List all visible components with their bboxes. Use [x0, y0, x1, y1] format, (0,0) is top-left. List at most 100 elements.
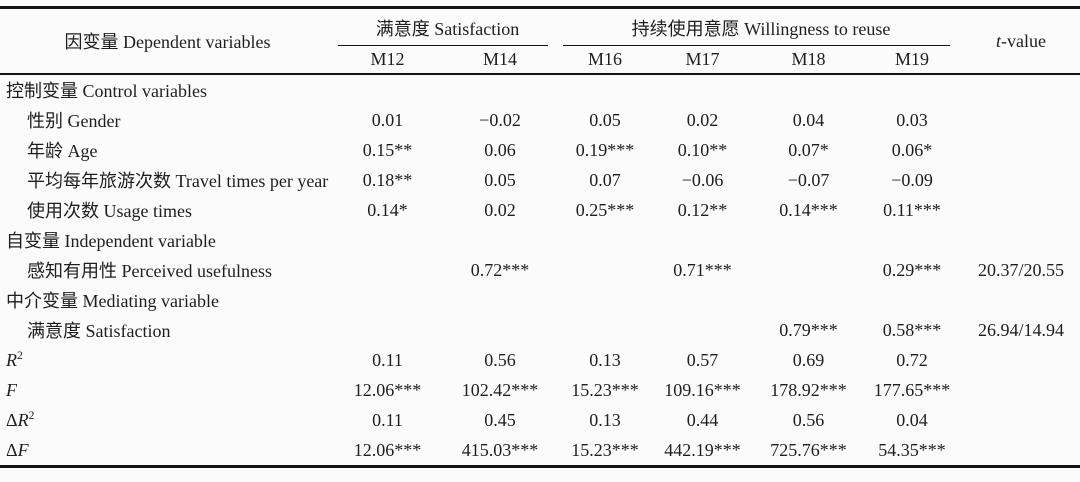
cell-f-statistic-m16: 15.23***	[571, 379, 639, 400]
cell-usage-times-m14: 0.02	[484, 199, 516, 220]
cell-travel-times-per-year-m18: −0.07	[787, 169, 830, 190]
cell-gender-m17: 0.02	[686, 109, 719, 130]
cell-travel-times-per-year-t-value	[962, 165, 1080, 195]
table-row-r-squared: R2 0.11 0.56 0.13 0.57 0.69 0.72	[0, 345, 1080, 375]
t-value-header: t-value	[962, 8, 1080, 75]
t-value-header-rest: -value	[1001, 30, 1047, 51]
cell-control-variables-section-m16	[560, 74, 650, 105]
cell-satisfaction-m16	[560, 315, 650, 345]
cell-age-m14: 0.06	[484, 139, 516, 160]
table-row-independent-variable-section: 自变量 Independent variable	[0, 225, 1080, 255]
model-header-m18: M18	[791, 49, 826, 69]
table-row-control-variables-section: 控制变量 Control variables	[0, 74, 1080, 105]
cell-usage-times-m16: 0.25***	[575, 199, 635, 220]
cell-age-m12: 0.15**	[362, 139, 413, 160]
cell-satisfaction-m18: 0.79***	[779, 319, 838, 340]
cell-control-variables-section-m12	[335, 74, 440, 105]
model-header-m14: M14	[483, 49, 518, 69]
cell-delta-f-m18: 725.76***	[770, 439, 847, 460]
row-label-age: 年龄 Age	[27, 141, 98, 161]
cell-perceived-usefulness-m19: 0.29***	[882, 259, 942, 280]
cell-r-squared-t-value	[962, 345, 1080, 375]
model-header-m19: M19	[895, 49, 930, 69]
group-header-willingness-to-reuse: 持续使用意愿 Willingness to reuse	[560, 8, 962, 47]
cell-delta-r-squared-m17: 0.44	[686, 409, 719, 430]
cell-delta-r-squared-m19: 0.04	[896, 409, 928, 430]
stub-header: 因变量 Dependent variables	[64, 32, 271, 52]
cell-mediating-variable-section-m19	[862, 285, 962, 315]
table-header: 因变量 Dependent variables 满意度 Satisfaction…	[0, 8, 1080, 74]
cell-usage-times-t-value	[962, 195, 1080, 225]
row-label-delta-r-squared: ΔR2	[6, 409, 35, 430]
table-body: 控制变量 Control variables 性别 Gender 0.01 −0.02…	[0, 74, 1080, 467]
cell-perceived-usefulness-m18	[755, 255, 862, 285]
cell-gender-m18: 0.04	[792, 109, 825, 130]
row-label-f-statistic: F	[6, 379, 17, 400]
cell-travel-times-per-year-m19: −0.09	[891, 169, 933, 190]
cell-gender-m12: 0.01	[371, 109, 404, 130]
cell-r-squared-m14: 0.56	[484, 349, 516, 370]
cell-perceived-usefulness-m12	[335, 255, 440, 285]
cell-travel-times-per-year-m12: 0.18**	[362, 169, 413, 190]
cell-delta-f-m19: 54.35***	[878, 439, 946, 460]
cell-r-squared-m17: 0.57	[686, 349, 719, 370]
cell-satisfaction-t-value: 26.94/14.94	[978, 319, 1065, 340]
table-row-age: 年龄 Age 0.15** 0.06 0.19*** 0.10** 0.07* 0.06*	[0, 135, 1080, 165]
cell-r-squared-m19: 0.72	[896, 349, 928, 370]
row-label-gender: 性别 Gender	[27, 111, 121, 131]
cell-usage-times-m18: 0.14***	[779, 199, 838, 220]
cell-independent-variable-section-m12	[335, 225, 440, 255]
table-row-mediating-variable-section: 中介变量 Mediating variable	[0, 285, 1080, 315]
row-label-usage-times: 使用次数 Usage times	[27, 201, 192, 221]
cell-age-m16: 0.19***	[575, 139, 635, 160]
cell-age-m17: 0.10**	[677, 139, 728, 160]
cell-f-statistic-t-value	[962, 375, 1080, 405]
cell-control-variables-section-m18	[755, 74, 862, 105]
cell-usage-times-m12: 0.14*	[367, 199, 408, 220]
cell-delta-f-m16: 15.23***	[571, 439, 639, 460]
table-row-satisfaction: 满意度 Satisfaction 0.79*** 0.58*** 26.94/14.9…	[0, 315, 1080, 345]
cell-r-squared-m18: 0.69	[792, 349, 825, 370]
cell-satisfaction-m19: 0.58***	[882, 319, 942, 340]
table-row-travel-times-per-year: 平均每年旅游次数 Travel times per year 0.18** 0.05…	[0, 165, 1080, 195]
paper-table-page: 因变量 Dependent variables 满意度 Satisfaction…	[0, 6, 1080, 468]
cell-age-m18: 0.07*	[788, 139, 829, 160]
cell-mediating-variable-section-m18	[755, 285, 862, 315]
cell-f-statistic-m17: 109.16***	[664, 379, 741, 400]
cell-mediating-variable-section-m14	[440, 285, 560, 315]
table-row-gender: 性别 Gender 0.01 −0.02 0.05 0.02 0.04 0.03	[0, 105, 1080, 135]
cell-gender-m19: 0.03	[896, 109, 928, 130]
cell-independent-variable-section-m16	[560, 225, 650, 255]
cell-satisfaction-m12	[335, 315, 440, 345]
model-header-row: M12 M14 M16 M17 M18 M19	[0, 46, 1080, 74]
cell-mediating-variable-section-m17	[650, 285, 755, 315]
cell-delta-f-m17: 442.19***	[664, 439, 741, 460]
table-row-delta-r-squared: ΔR2 0.11 0.45 0.13 0.44 0.56 0.04	[0, 405, 1080, 435]
table-row-usage-times: 使用次数 Usage times 0.14* 0.02 0.25*** 0.12** 0.…	[0, 195, 1080, 225]
regression-results-table: 因变量 Dependent variables 满意度 Satisfaction…	[0, 6, 1080, 468]
cell-satisfaction-m17	[650, 315, 755, 345]
cell-perceived-usefulness-t-value: 20.37/20.55	[978, 259, 1065, 280]
row-label-mediating-variable-section: 中介变量 Mediating variable	[6, 291, 219, 311]
cell-independent-variable-section-m17	[650, 225, 755, 255]
cell-perceived-usefulness-m17: 0.71***	[673, 259, 732, 280]
cell-control-variables-section-m17	[650, 74, 755, 105]
row-label-perceived-usefulness: 感知有用性 Perceived usefulness	[27, 261, 272, 281]
row-label-r-squared: R2	[6, 349, 23, 370]
cell-gender-m16: 0.05	[589, 109, 621, 130]
t-value-header-italic: t	[996, 30, 1002, 51]
cell-usage-times-m19: 0.11***	[883, 199, 941, 220]
row-label-satisfaction: 满意度 Satisfaction	[27, 321, 171, 341]
cell-independent-variable-section-t-value	[962, 225, 1080, 255]
cell-delta-f-m12: 12.06***	[353, 439, 422, 460]
cell-mediating-variable-section-m12	[335, 285, 440, 315]
cell-control-variables-section-m14	[440, 74, 560, 105]
cell-delta-r-squared-m18: 0.56	[792, 409, 825, 430]
spanner-header-row: 因变量 Dependent variables 满意度 Satisfaction…	[0, 8, 1080, 53]
row-label-independent-variable-section: 自变量 Independent variable	[6, 231, 216, 251]
row-label-travel-times-per-year: 平均每年旅游次数 Travel times per year	[27, 171, 329, 191]
cell-delta-r-squared-m16: 0.13	[589, 409, 621, 430]
cell-usage-times-m17: 0.12**	[677, 199, 728, 220]
cell-travel-times-per-year-m17: −0.06	[681, 169, 724, 190]
cell-independent-variable-section-m19	[862, 225, 962, 255]
